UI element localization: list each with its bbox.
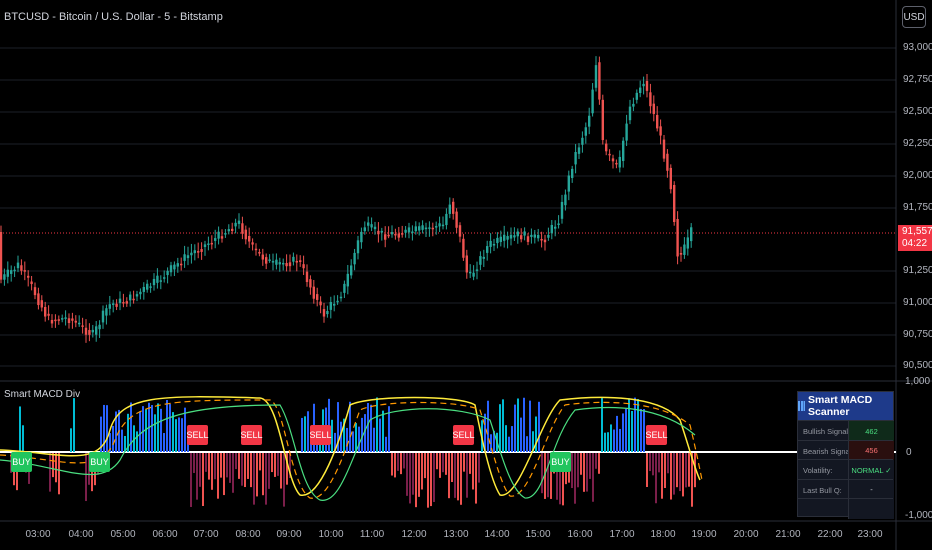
scanner-row-label: Bullish Signals: [803, 427, 854, 436]
osc-axis-bottom: -1,000 [905, 510, 932, 521]
sell-signal-label: SELL [186, 425, 209, 445]
sell-signal-label: SELL [240, 425, 263, 445]
scanner-row: Last Bull Q: - [798, 478, 894, 500]
price-tick: 92,750 [903, 74, 932, 85]
scanner-row-value: NORMAL ✓ [848, 460, 894, 480]
price-tick: 90,500 [903, 360, 932, 371]
time-tick: 12:00 [401, 529, 427, 540]
price-tick: 92,250 [903, 138, 932, 149]
time-tick: 08:00 [235, 529, 261, 540]
sell-signal-label: SELL [452, 425, 475, 445]
scanner-row-value [848, 499, 894, 519]
time-tick: 04:00 [68, 529, 94, 540]
currency-button[interactable]: USD [902, 6, 926, 28]
time-tick: 10:00 [318, 529, 344, 540]
time-tick: 09:00 [276, 529, 302, 540]
scanner-row: Volatility: NORMAL ✓ [798, 459, 894, 480]
buy-signal-label: BUY [550, 452, 571, 472]
price-tick: 91,250 [903, 265, 932, 276]
time-tick: 11:00 [359, 529, 385, 540]
time-tick: 14:00 [484, 529, 510, 540]
scanner-row-label: Volatility: [803, 466, 833, 475]
osc-axis-zero: 0 [906, 447, 912, 458]
scanner-row-value: 456 [848, 440, 894, 461]
scanner-row-value: 462 [848, 421, 894, 441]
time-tick: 22:00 [817, 529, 843, 540]
bar-countdown: 04:22 [902, 238, 928, 249]
time-tick: 06:00 [152, 529, 178, 540]
time-tick: 17:00 [609, 529, 635, 540]
time-tick: 13:00 [443, 529, 469, 540]
buy-signal-label: BUY [89, 452, 110, 472]
price-tick: 91,750 [903, 202, 932, 213]
scanner-row: Bullish Signals: 462 [798, 420, 894, 441]
sell-signal-label: SELL [309, 425, 332, 445]
scanner-row-label: Bearish Signals: [803, 446, 858, 456]
bar-chart-icon [798, 401, 806, 411]
time-tick: 05:00 [110, 529, 136, 540]
time-tick: 23:00 [857, 529, 883, 540]
buy-signal-label: BUY [11, 452, 32, 472]
scanner-row [798, 498, 894, 519]
price-tick: 91,000 [903, 297, 932, 308]
price-tick: 93,000 [903, 42, 932, 53]
time-tick: 07:00 [193, 529, 219, 540]
price-tick: 90,750 [903, 329, 932, 340]
scanner-row-label: Last Bull Q: [803, 485, 842, 495]
time-tick: 20:00 [733, 529, 759, 540]
time-tick: 16:00 [567, 529, 593, 540]
time-tick: 18:00 [650, 529, 676, 540]
time-tick: 03:00 [25, 529, 51, 540]
scanner-panel: Smart MACD Scanner Bullish Signals: 462 Be… [797, 391, 894, 519]
sell-signal-label: SELL [645, 425, 668, 445]
scanner-row-value: - [848, 479, 894, 500]
scanner-title: Smart MACD Scanner [808, 394, 873, 418]
price-tick: 92,000 [903, 170, 932, 181]
indicator-title[interactable]: Smart MACD Div [4, 389, 81, 400]
scanner-header: Smart MACD Scanner [798, 392, 893, 420]
time-tick: 21:00 [775, 529, 801, 540]
current-price-badge: 91,557 04:22 [898, 225, 932, 251]
scanner-row: Bearish Signals: 456 [798, 439, 894, 461]
current-price: 91,557 [902, 226, 932, 237]
price-tick: 92,500 [903, 106, 932, 117]
time-tick: 19:00 [691, 529, 717, 540]
time-tick: 15:00 [525, 529, 551, 540]
osc-axis-top: 1,000 [905, 376, 931, 387]
chart-title: BTCUSD - Bitcoin / U.S. Dollar - 5 - Bit… [4, 11, 223, 23]
